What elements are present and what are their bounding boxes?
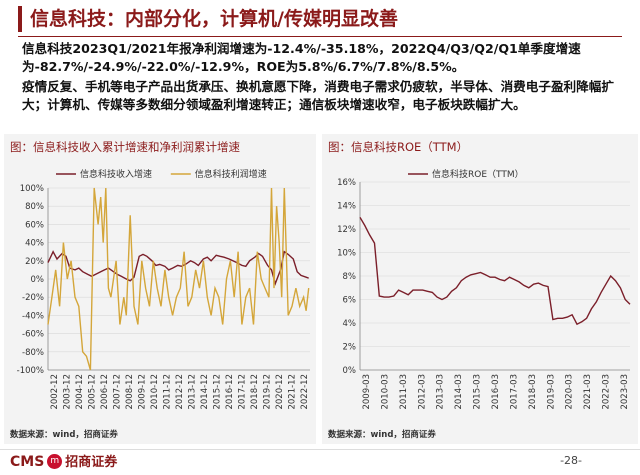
y-tick-label: 6% — [343, 296, 357, 306]
page-title: 信息科技：内部分化，计算机/传媒明显改善 — [30, 8, 398, 30]
cms-logo: CMS m 招商证券 — [10, 451, 117, 471]
x-tick-label: 2016-03 — [491, 374, 501, 410]
y-tick-label: -100% — [17, 366, 44, 376]
x-tick-label: 2020-03 — [565, 374, 575, 410]
x-tick-label: 2006-12 — [100, 374, 110, 410]
legend-label: 信息科技利润增速 — [195, 168, 267, 180]
x-tick-label: 2003-12 — [62, 374, 72, 410]
x-tick-label: 2012-12 — [175, 374, 185, 410]
x-tick-label: 2014-12 — [200, 374, 210, 410]
x-tick-label: 2012-03 — [417, 374, 427, 410]
logo-english: CMS — [10, 454, 45, 470]
y-tick-label: 60% — [25, 220, 44, 230]
x-tick-label: 2002-12 — [50, 374, 60, 410]
logo-badge-icon: m — [47, 454, 63, 469]
x-tick-label: 2010-12 — [150, 374, 160, 410]
x-tick-label: 2020-12 — [275, 374, 285, 410]
x-tick-label: 2011-03 — [399, 374, 409, 410]
y-tick-label: -80% — [22, 348, 44, 358]
y-tick-label: 10% — [337, 249, 356, 259]
y-tick-label: 16% — [337, 178, 356, 188]
x-tick-label: 2005-12 — [87, 374, 97, 410]
y-tick-label: 100% — [20, 184, 44, 194]
x-tick-label: 2013-03 — [436, 374, 446, 410]
x-tick-label: 2008-12 — [125, 374, 135, 410]
y-tick-label: 4% — [343, 319, 357, 329]
x-tick-label: 2009-03 — [362, 374, 372, 410]
y-tick-label: -60% — [22, 330, 44, 340]
title-divider — [18, 36, 622, 37]
x-tick-label: 2018-12 — [250, 374, 260, 410]
x-tick-label: 2019-03 — [546, 374, 556, 410]
x-tick-label: 2017-03 — [509, 374, 519, 410]
title-accent-bar — [18, 6, 22, 32]
x-tick-label: 2017-12 — [237, 374, 247, 410]
chart-panel-roe: 图：信息科技ROE（TTM） 16% 14% 12% 10% 8% 6% 4% 2% 0% 200… — [322, 134, 638, 444]
summary-paragraph-2: 疫情反复、手机等电子产品出货承压、换机意愿下降，消费电子需求仍疲软，半导体、消费… — [22, 79, 614, 112]
x-tick-label: 2015-03 — [473, 374, 483, 410]
x-tick-label: 2021-12 — [287, 374, 297, 410]
x-tick-label: 2022-12 — [300, 374, 310, 410]
x-tick-label: 2021-03 — [583, 374, 593, 410]
legend-label: 信息科技收入增速 — [80, 168, 152, 180]
x-tick-label: 2007-12 — [112, 374, 122, 410]
legend-label: 信息科技ROE（TTM） — [432, 168, 524, 180]
y-tick-label: 40% — [25, 239, 44, 249]
x-tick-label: 2004-12 — [75, 374, 85, 410]
y-tick-label: 80% — [25, 202, 44, 212]
y-tick-label: 2% — [343, 343, 357, 353]
x-tick-label: 2015-12 — [212, 374, 222, 410]
footer: CMS m 招商证券 -28- — [0, 448, 640, 475]
x-tick-label: 2010-03 — [380, 374, 390, 410]
source-note-growth: 数据来源：wind，招商证券 — [10, 430, 118, 440]
page-number: -28- — [560, 454, 582, 467]
x-tick-label: 2014-03 — [454, 374, 464, 410]
x-tick-label: 2019-12 — [262, 374, 272, 410]
source-note-roe: 数据来源：wind，招商证券 — [328, 430, 436, 440]
x-tick-label: 2023-03 — [620, 374, 630, 410]
x-tick-label: 2009-12 — [137, 374, 147, 410]
y-tick-label: 14% — [337, 202, 356, 212]
x-tick-label: 2013-12 — [187, 374, 197, 410]
y-tick-label: 0% — [343, 366, 357, 376]
chart-title-roe: 图：信息科技ROE（TTM） — [328, 140, 469, 154]
x-tick-label: 2016-12 — [225, 374, 235, 410]
x-tick-label: 2018-03 — [528, 374, 538, 410]
summary-paragraph-1: 信息科技2023Q1/2021年报净利润增速为-12.4%/-35.18%，20… — [22, 41, 581, 74]
y-tick-label: 8% — [343, 272, 357, 282]
y-tick-label: -20% — [22, 293, 44, 303]
title-bar: 信息科技：内部分化，计算机/传媒明显改善 — [0, 0, 640, 38]
logo-chinese: 招商证券 — [65, 455, 118, 470]
series-line — [47, 187, 310, 371]
chart-panel-growth: 图：信息科技收入累计增速和净利润累计增速 100% 80% 60% 40% 20% 0% -… — [4, 134, 316, 444]
x-tick-label: 2011-12 — [162, 374, 172, 410]
y-tick-label: -40% — [22, 311, 44, 321]
growth-chart: 100% 80% 60% 40% 20% 0% -20% -40% -60% -80% -100% 2… — [17, 168, 310, 410]
y-tick-label: 0% — [31, 275, 45, 285]
x-tick-label: 2022-03 — [602, 374, 612, 410]
y-tick-label: 20% — [25, 257, 44, 267]
series-line — [359, 216, 631, 326]
y-tick-label: 12% — [337, 225, 356, 235]
roe-chart: 16% 14% 12% 10% 8% 6% 4% 2% 0% 2009-03 2010-03 2011… — [337, 168, 631, 410]
footer-divider — [0, 449, 640, 450]
chart-title-growth: 图：信息科技收入累计增速和净利润累计增速 — [10, 140, 240, 154]
